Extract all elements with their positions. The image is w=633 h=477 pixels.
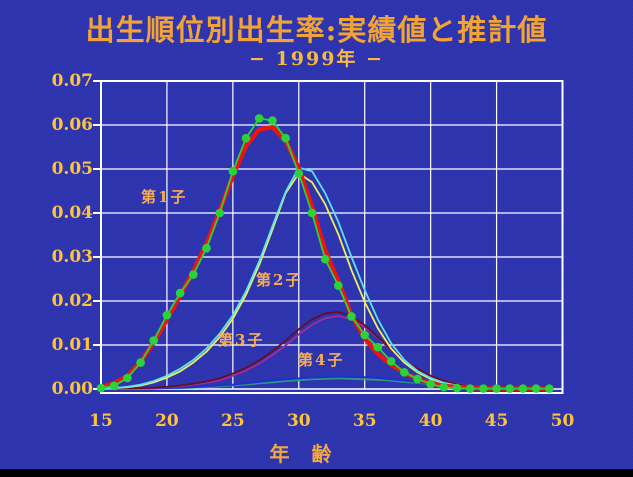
data-point-dot xyxy=(400,368,409,377)
bottom-black-bar xyxy=(0,469,633,477)
data-point-dot xyxy=(320,254,330,264)
data-point-dot xyxy=(518,384,528,393)
y-tick-label: 0.04 xyxy=(51,203,93,223)
data-point-dot xyxy=(136,358,145,367)
x-tick-label: 35 xyxy=(352,411,377,431)
series-label-third-child: 第3子 xyxy=(218,331,265,349)
data-point-dot xyxy=(505,384,515,393)
x-tick-label: 50 xyxy=(550,411,575,431)
data-point-dot xyxy=(386,357,396,366)
x-tick-label: 25 xyxy=(221,411,245,431)
x-tick-label: 15 xyxy=(89,411,113,431)
data-point-dot xyxy=(439,382,449,392)
plot-frame xyxy=(100,80,564,394)
x-tick-label: 30 xyxy=(286,411,311,431)
data-point-dot xyxy=(465,384,475,393)
data-point-dot xyxy=(96,383,106,393)
y-tick-label: 0.00 xyxy=(51,379,93,399)
data-point-dot xyxy=(162,310,172,320)
y-tick-label: 0.02 xyxy=(51,291,93,311)
x-tick-label: 20 xyxy=(155,411,179,431)
data-point-dot xyxy=(254,114,264,123)
data-point-dot xyxy=(175,288,185,298)
data-point-dot xyxy=(109,381,119,391)
data-point-dot xyxy=(228,166,238,176)
y-tick-marks xyxy=(93,80,100,390)
y-tick-label: 0.06 xyxy=(51,115,93,135)
data-point-dot xyxy=(531,384,541,393)
data-point-dot xyxy=(426,379,435,389)
data-point-dot xyxy=(215,208,224,218)
data-point-dot xyxy=(149,336,158,345)
series-label-first-child: 第1子 xyxy=(141,188,188,206)
gridlines xyxy=(101,81,563,389)
series-label-fourth-child: 第4子 xyxy=(298,351,345,369)
chart-title: 出生順位別出生率:実績値と推計値 xyxy=(85,13,548,47)
data-point-dot xyxy=(281,133,290,143)
y-tick-label: 0.07 xyxy=(51,71,93,91)
data-point-dot xyxy=(334,281,343,290)
data-point-dot xyxy=(202,243,211,253)
data-point-dot xyxy=(545,384,554,393)
data-point-dot xyxy=(479,384,488,393)
chart-subtitle: − 1999年 − xyxy=(249,48,384,70)
data-point-dot xyxy=(413,374,422,384)
data-point-dot xyxy=(307,208,317,218)
data-point-dot xyxy=(492,384,501,393)
data-point-dot xyxy=(360,330,370,340)
series-curve-1 xyxy=(96,114,554,393)
y-tick-label: 0.03 xyxy=(51,247,93,267)
x-tick-label: 40 xyxy=(418,411,443,431)
x-axis-title: 年 齢 xyxy=(269,442,333,466)
data-point-dot xyxy=(268,116,277,125)
data-point-dot xyxy=(241,133,251,143)
data-point-dot xyxy=(347,312,356,321)
y-tick-label: 0.01 xyxy=(51,335,93,355)
series-label-second-child: 第2子 xyxy=(256,271,303,289)
data-point-dot xyxy=(452,383,462,393)
data-point-dot xyxy=(189,270,198,279)
x-tick-label: 45 xyxy=(484,411,509,431)
data-point-dot xyxy=(123,373,132,383)
data-point-dot xyxy=(294,169,304,178)
y-tick-label: 0.05 xyxy=(51,159,93,179)
data-point-dot xyxy=(373,342,383,352)
